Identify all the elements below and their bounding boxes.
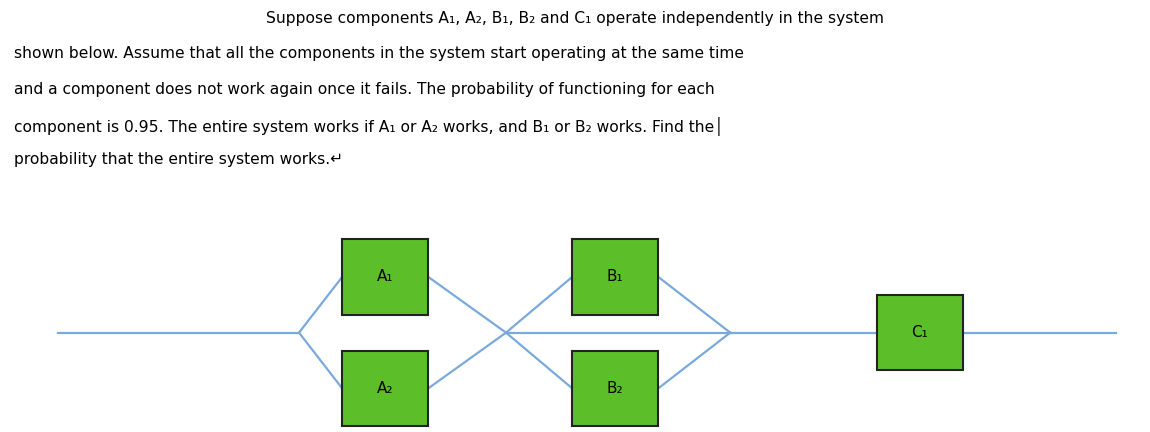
FancyBboxPatch shape [343, 350, 429, 426]
FancyBboxPatch shape [877, 295, 964, 370]
Text: A₁: A₁ [377, 270, 393, 285]
Text: B₂: B₂ [607, 381, 623, 396]
Text: C₁: C₁ [912, 325, 928, 340]
Text: shown below. Assume that all the components in the system start operating at the: shown below. Assume that all the compone… [14, 46, 744, 61]
Text: component is 0.95. The entire system works if A₁ or A₂ works, and B₁ or B₂ works: component is 0.95. The entire system wor… [14, 117, 723, 136]
Text: Suppose components A₁, A₂, B₁, B₂ and C₁ operate independently in the system: Suppose components A₁, A₂, B₁, B₂ and C₁… [266, 11, 884, 26]
FancyBboxPatch shape [573, 239, 658, 315]
Text: B₁: B₁ [607, 270, 623, 285]
Text: and a component does not work again once it fails. The probability of functionin: and a component does not work again once… [14, 82, 714, 97]
Text: probability that the entire system works.↵: probability that the entire system works… [14, 152, 343, 168]
FancyBboxPatch shape [343, 239, 429, 315]
FancyBboxPatch shape [573, 350, 658, 426]
Text: A₂: A₂ [377, 381, 393, 396]
